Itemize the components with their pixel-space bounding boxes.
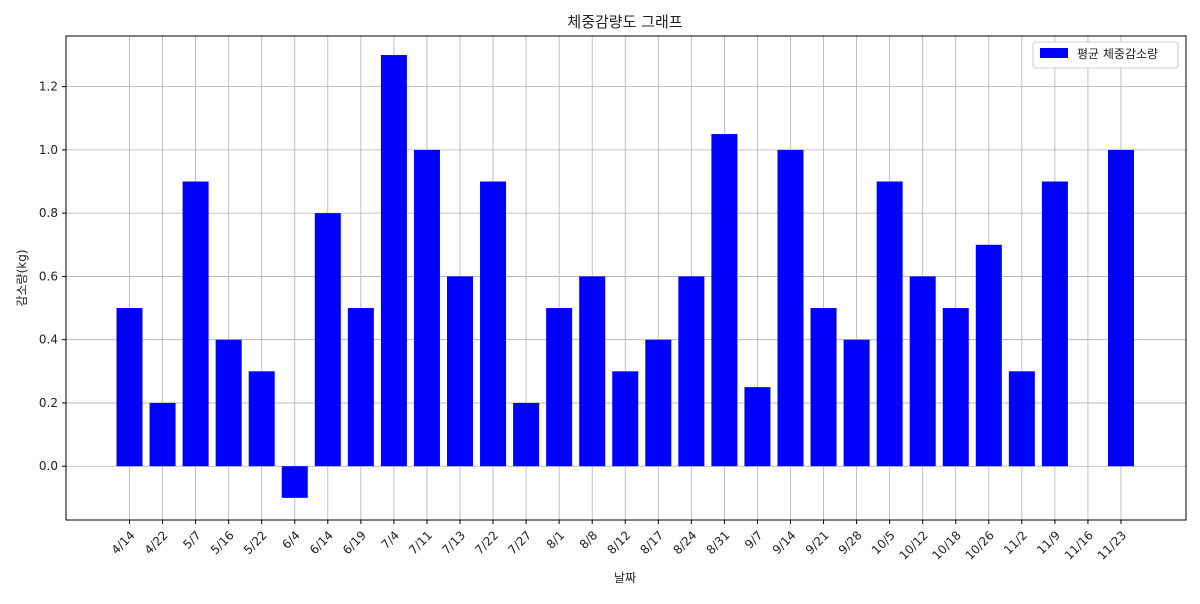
- x-tick-label: 10/26: [963, 528, 997, 562]
- bar-9-21: [810, 308, 837, 467]
- bar-6-14: [314, 213, 341, 467]
- y-tick-label: 0.4: [39, 333, 58, 347]
- x-tick-label: 8/1: [544, 528, 568, 552]
- legend: 평균 체중감소량: [1032, 41, 1179, 69]
- bar-10-5: [876, 181, 903, 467]
- bar-11-23: [1108, 149, 1134, 467]
- x-tick-label: 9/14: [770, 528, 799, 557]
- x-tick-label: 9/21: [803, 528, 832, 557]
- x-tick-label: 11/9: [1034, 528, 1063, 557]
- x-tick-label: 10/18: [930, 528, 964, 562]
- x-tick-label: 5/16: [208, 528, 237, 557]
- y-axis-label: 감소량(kg): [15, 249, 29, 306]
- bar-6-19: [347, 308, 374, 467]
- x-tick-label: 7/11: [406, 528, 435, 557]
- legend-label: 평균 체중감소량: [1077, 47, 1158, 61]
- bar-11-2: [1008, 371, 1035, 467]
- chart-title: 체중감량도 그래프: [567, 13, 682, 31]
- x-tick-label: 10/5: [869, 528, 898, 557]
- bar-9-14: [777, 149, 804, 467]
- x-tick-label: 9/7: [742, 528, 766, 552]
- x-tick-label: 7/4: [378, 528, 402, 552]
- bar-9-28: [843, 339, 870, 467]
- bar-7-11: [413, 149, 440, 467]
- bar-7-27: [513, 402, 540, 467]
- legend-swatch: [1040, 48, 1068, 58]
- bar-8-1: [546, 308, 573, 467]
- x-tick-label: 8/31: [704, 528, 733, 557]
- y-tick-label: 0.0: [39, 459, 58, 473]
- bar-7-4: [380, 54, 407, 467]
- bar-8-24: [678, 276, 705, 467]
- x-tick-label: 7/13: [439, 528, 468, 557]
- bar-8-12: [612, 371, 639, 467]
- bar-11-9: [1041, 181, 1068, 467]
- y-tick-label: 1.0: [39, 143, 58, 157]
- y-tick-label: 0.6: [39, 269, 58, 283]
- x-tick-label: 5/7: [180, 528, 204, 552]
- x-tick-label: 5/22: [241, 528, 270, 557]
- x-tick-label: 6/4: [279, 528, 303, 552]
- bar-7-13: [447, 276, 473, 467]
- bar-8-8: [579, 276, 606, 467]
- x-tick-label: 11/23: [1095, 528, 1129, 562]
- bar-8-17: [645, 339, 672, 467]
- x-tick-label: 8/24: [671, 528, 700, 557]
- bar-7-22: [480, 181, 507, 467]
- x-tick-label: 11/2: [1001, 528, 1030, 557]
- y-tick-label: 1.2: [39, 80, 58, 94]
- legend-box: [1032, 41, 1179, 69]
- bar-10-18: [942, 308, 969, 467]
- x-tick-label: 10/12: [896, 528, 930, 562]
- x-tick-label: 9/28: [836, 528, 865, 557]
- x-tick-label: 7/22: [472, 528, 501, 557]
- x-tick-label: 8/17: [637, 528, 666, 557]
- x-tick-label: 8/12: [604, 528, 633, 557]
- y-tick-label: 0.8: [39, 206, 58, 220]
- x-tick-label: 6/14: [307, 528, 336, 557]
- bar-10-26: [975, 244, 1002, 467]
- x-tick-label: 6/19: [340, 528, 369, 557]
- bar-5-22: [248, 371, 275, 467]
- plot-frame: [65, 35, 1187, 521]
- bar-10-12: [909, 276, 936, 467]
- x-tick-label: 4/22: [142, 528, 171, 557]
- x-tick-label: 11/16: [1062, 528, 1096, 562]
- bars-layer: [116, 54, 1134, 498]
- x-axis-label: 날짜: [614, 571, 636, 585]
- bar-8-31: [711, 134, 738, 467]
- x-tick-label: 8/8: [577, 528, 601, 552]
- bar-5-7: [182, 181, 209, 467]
- y-tick-label: 0.2: [39, 396, 58, 410]
- x-tick-label: 4/14: [109, 528, 138, 557]
- bar-5-16: [215, 339, 242, 467]
- bar-6-4: [281, 466, 308, 498]
- bar-9-7: [744, 387, 771, 467]
- x-tick-label: 7/27: [505, 528, 534, 557]
- bar-4-22: [149, 402, 176, 467]
- bar-4-14: [116, 308, 143, 467]
